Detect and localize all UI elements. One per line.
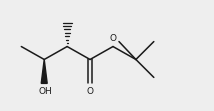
Text: O: O	[86, 87, 94, 96]
Polygon shape	[41, 59, 47, 83]
Text: OH: OH	[38, 87, 52, 96]
Text: O: O	[110, 34, 116, 43]
